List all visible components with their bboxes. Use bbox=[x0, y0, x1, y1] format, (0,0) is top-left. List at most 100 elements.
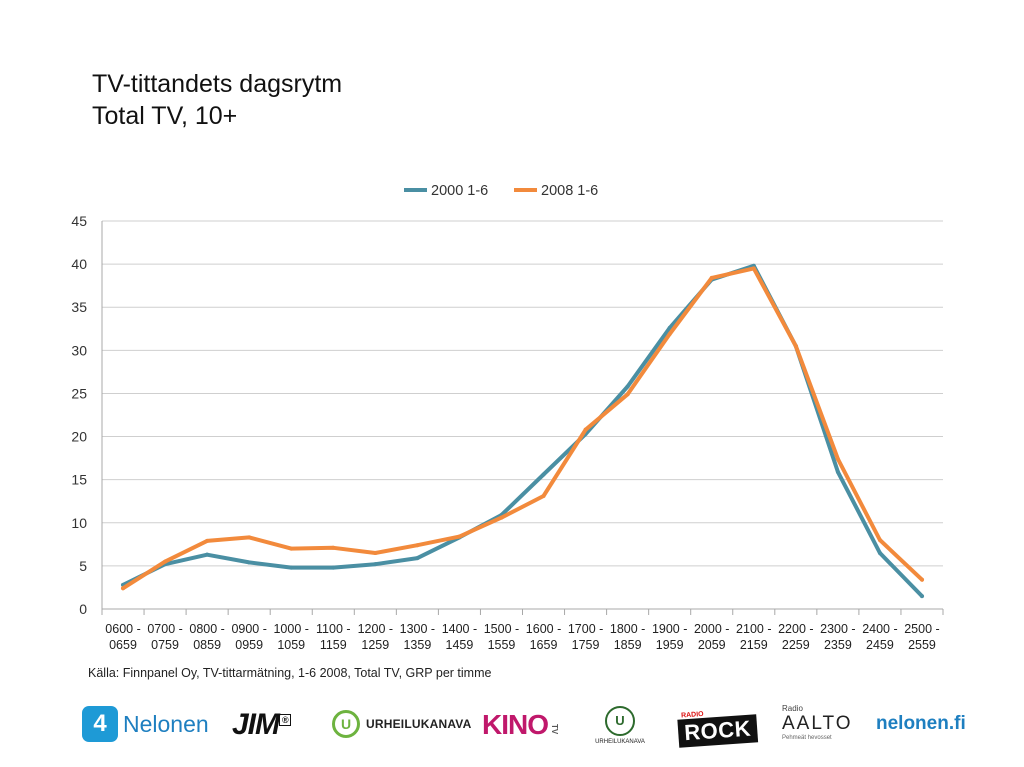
data-point bbox=[919, 594, 924, 599]
urheilukanava-logo: U URHEILUKANAVA bbox=[332, 710, 472, 738]
x-tick-label: 2400 - bbox=[862, 622, 897, 636]
data-point bbox=[373, 550, 378, 555]
logo-strip: 4 Nelonen JIM ® U URHEILUKANAVA KINO TV U … bbox=[0, 700, 1024, 760]
data-point bbox=[373, 562, 378, 567]
data-point bbox=[583, 427, 588, 432]
radio-aalto-logo: Radio AALTO Pehmeät hevosset bbox=[782, 704, 853, 741]
data-point bbox=[919, 577, 924, 582]
x-tick-label: 2159 bbox=[740, 638, 768, 652]
x-tick-label: 0600 - bbox=[105, 622, 140, 636]
y-tick-label: 35 bbox=[71, 299, 87, 315]
jim-wordmark: JIM bbox=[232, 708, 280, 741]
data-point bbox=[667, 331, 672, 336]
x-tick-label: 1300 - bbox=[400, 622, 435, 636]
data-point bbox=[163, 559, 168, 564]
data-point bbox=[877, 550, 882, 555]
y-tick-label: 45 bbox=[71, 213, 87, 229]
x-tick-label: 1159 bbox=[320, 638, 347, 652]
x-tick-label: 2259 bbox=[782, 638, 810, 652]
x-tick-label: 0759 bbox=[151, 638, 179, 652]
x-tick-label: 1459 bbox=[446, 638, 474, 652]
urheilukanava-circle-icon: U bbox=[332, 710, 360, 738]
kino-logo: KINO TV bbox=[482, 709, 559, 741]
x-tick-label: 0659 bbox=[109, 638, 137, 652]
x-tick-label: 1659 bbox=[530, 638, 558, 652]
radio-aalto-wordmark: AALTO bbox=[782, 713, 853, 734]
kino-wordmark: KINO bbox=[482, 709, 549, 740]
urheilukanava-hd-icon: U bbox=[605, 706, 635, 736]
legend-label-1: 2008 1-6 bbox=[541, 183, 598, 199]
x-tick-label: 0700 - bbox=[147, 622, 182, 636]
x-tick-label: 0900 - bbox=[231, 622, 266, 636]
data-point bbox=[541, 494, 546, 499]
y-tick-label: 10 bbox=[71, 515, 87, 531]
source-note: Källa: Finnpanel Oy, TV-tittarmätning, 1… bbox=[88, 666, 492, 680]
x-tick-label: 0859 bbox=[193, 638, 221, 652]
x-tick-label: 1900 - bbox=[652, 622, 687, 636]
y-tick-label: 30 bbox=[71, 342, 87, 358]
data-point bbox=[667, 325, 672, 330]
y-tick-label: 25 bbox=[71, 385, 87, 401]
data-point bbox=[247, 560, 252, 565]
data-point bbox=[625, 384, 630, 389]
data-point bbox=[835, 469, 840, 474]
data-point bbox=[289, 565, 294, 570]
urheilukanava-hd-wordmark: URHEILUKANAVA bbox=[595, 739, 645, 745]
jim-logo: JIM ® bbox=[232, 708, 291, 742]
data-point bbox=[709, 275, 714, 280]
data-point bbox=[541, 472, 546, 477]
x-tick-label: 2059 bbox=[698, 638, 726, 652]
x-tick-label: 0959 bbox=[235, 638, 263, 652]
slide-title: TV-tittandets dagsrytm Total TV, 10+ bbox=[92, 68, 342, 132]
data-point bbox=[499, 515, 504, 520]
data-point bbox=[205, 552, 210, 557]
x-tick-label: 2300 - bbox=[820, 622, 855, 636]
x-tick-label: 1359 bbox=[403, 638, 431, 652]
x-tick-label: 1700 - bbox=[568, 622, 603, 636]
x-tick-label: 2500 - bbox=[904, 622, 939, 636]
x-tick-label: 1500 - bbox=[484, 622, 519, 636]
y-tick-label: 0 bbox=[79, 601, 87, 617]
x-tick-label: 2000 - bbox=[694, 622, 729, 636]
radio-aalto-radio: Radio bbox=[782, 704, 803, 713]
x-tick-label: 1559 bbox=[488, 638, 516, 652]
x-tick-label: 1959 bbox=[656, 638, 684, 652]
urheilukanava-wordmark: URHEILUKANAVA bbox=[366, 717, 472, 731]
y-tick-label: 5 bbox=[79, 558, 87, 574]
radio-rock-wordmark: ROCK bbox=[677, 714, 758, 748]
data-point bbox=[793, 344, 798, 349]
x-tick-label: 1759 bbox=[572, 638, 600, 652]
x-tick-label: 1200 - bbox=[358, 622, 393, 636]
series-line-1 bbox=[121, 266, 924, 591]
radio-aalto-tagline: Pehmeät hevosset bbox=[782, 735, 832, 741]
y-tick-label: 20 bbox=[71, 429, 87, 445]
data-point bbox=[121, 586, 126, 591]
data-point bbox=[247, 535, 252, 540]
x-tick-label: 2359 bbox=[824, 638, 852, 652]
data-point bbox=[415, 556, 420, 561]
x-tick-label: 1800 - bbox=[610, 622, 645, 636]
y-tick-label: 40 bbox=[71, 256, 87, 272]
series-line-0 bbox=[121, 263, 924, 599]
x-tick-label: 0800 - bbox=[189, 622, 224, 636]
data-point bbox=[331, 545, 336, 550]
x-tick-label: 2459 bbox=[866, 638, 894, 652]
nelonen-logo: 4 Nelonen bbox=[82, 706, 209, 742]
x-tick-label: 2559 bbox=[908, 638, 936, 652]
data-point bbox=[877, 538, 882, 543]
x-tick-label: 1259 bbox=[361, 638, 389, 652]
nelonen-fi-logo: nelonen.fi bbox=[876, 713, 966, 734]
data-point bbox=[457, 534, 462, 539]
data-point bbox=[205, 538, 210, 543]
x-tick-label: 1059 bbox=[277, 638, 305, 652]
data-point bbox=[835, 456, 840, 461]
x-tick-label: 1000 - bbox=[273, 622, 308, 636]
x-tick-label: 2200 - bbox=[778, 622, 813, 636]
x-tick-label: 2100 - bbox=[736, 622, 771, 636]
x-tick-label: 1859 bbox=[614, 638, 642, 652]
data-point bbox=[331, 565, 336, 570]
x-tick-label: 1100 - bbox=[316, 622, 351, 636]
x-tick-label: 1600 - bbox=[526, 622, 561, 636]
nelonen-badge-icon: 4 bbox=[82, 706, 118, 742]
